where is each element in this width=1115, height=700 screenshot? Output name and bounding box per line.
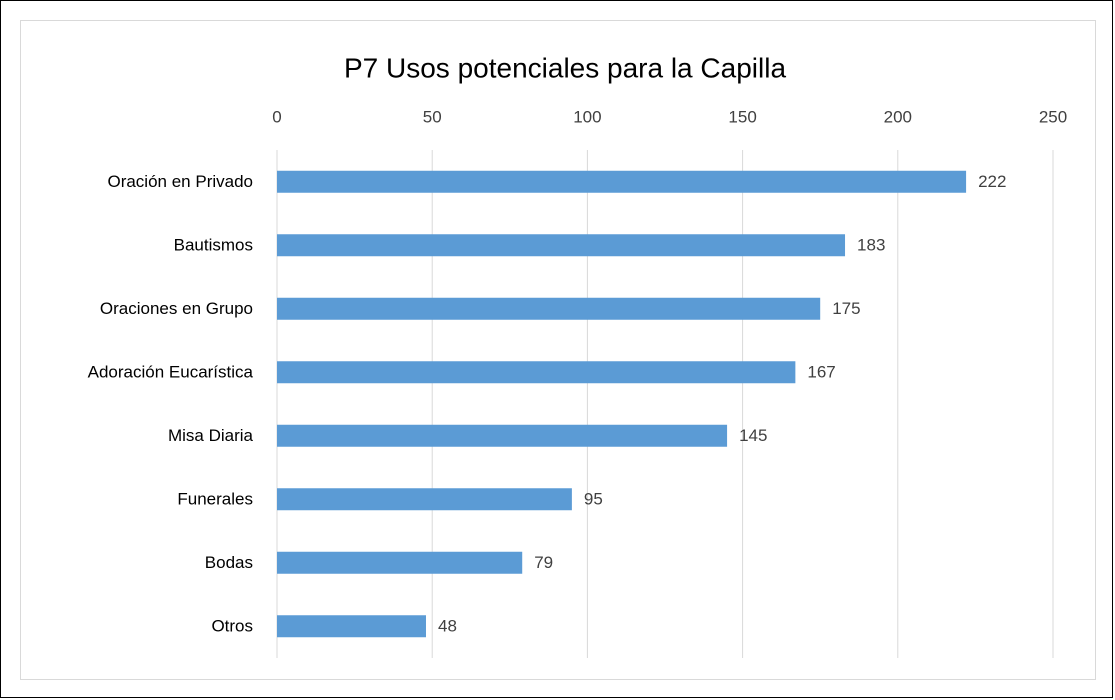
value-label: 95: [584, 490, 603, 509]
y-tick-label: Bautismos: [174, 236, 253, 255]
y-tick-label: Adoración Eucarística: [88, 363, 254, 382]
value-label: 175: [832, 299, 860, 318]
bar: [277, 488, 572, 511]
x-tick-label: 250: [1039, 107, 1067, 126]
bar: [277, 615, 426, 638]
value-label: 145: [739, 426, 767, 445]
x-tick-label: 150: [728, 107, 756, 126]
y-tick-label: Oración en Privado: [107, 172, 253, 191]
bar: [277, 297, 821, 320]
y-tick-label: Bodas: [205, 553, 253, 572]
bar: [277, 551, 523, 574]
bar: [277, 170, 967, 193]
x-tick-label: 100: [573, 107, 601, 126]
value-label: 79: [534, 553, 553, 572]
y-tick-label: Misa Diaria: [168, 426, 254, 445]
bar: [277, 424, 728, 447]
y-tick-label: Funerales: [177, 490, 253, 509]
bar: [277, 361, 796, 384]
y-tick-label: Otros: [211, 617, 253, 636]
value-label: 222: [978, 172, 1006, 191]
value-label: 183: [857, 236, 885, 255]
bar: [277, 234, 846, 257]
chart-title: P7 Usos potenciales para la Capilla: [344, 52, 786, 83]
value-label: 48: [438, 617, 457, 636]
x-tick-label: 50: [423, 107, 442, 126]
value-label: 167: [807, 363, 835, 382]
y-tick-label: Oraciones en Grupo: [100, 299, 253, 318]
x-tick-label: 200: [884, 107, 912, 126]
x-tick-label: 0: [272, 107, 281, 126]
chart-frame: [20, 20, 1096, 680]
